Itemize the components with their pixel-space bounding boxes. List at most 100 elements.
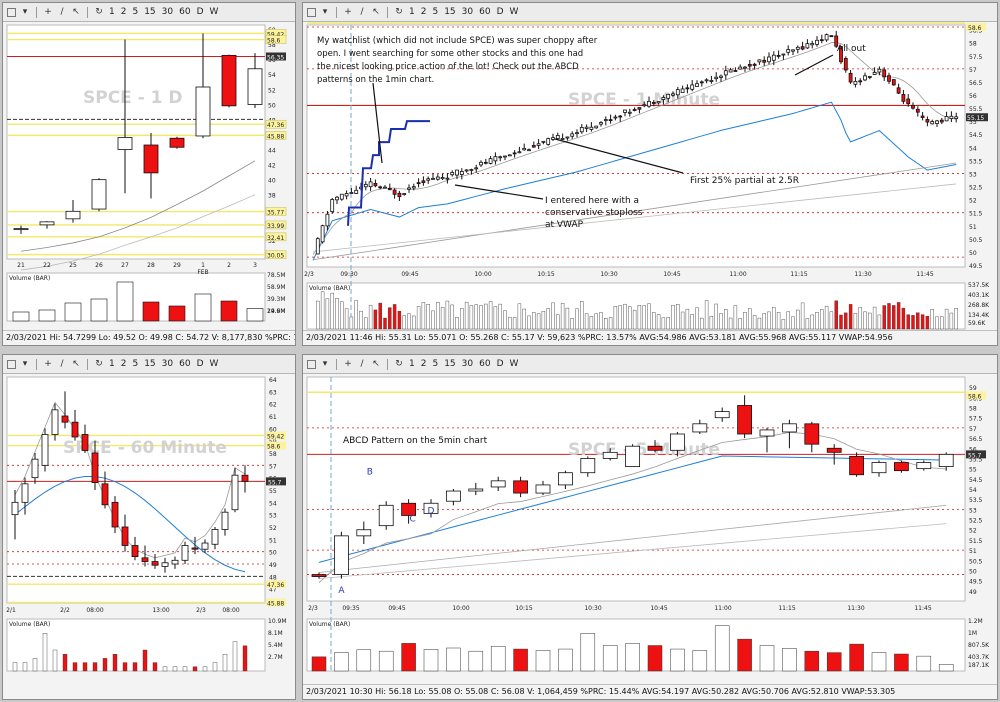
one-minute-candle xyxy=(618,115,623,118)
interval-30[interactable]: 30 xyxy=(161,7,174,17)
refresh-icon[interactable]: ↻ xyxy=(95,7,103,17)
moving-average-line xyxy=(318,523,947,580)
interval-1[interactable]: 1 xyxy=(109,7,115,17)
interval-30[interactable]: 30 xyxy=(461,359,474,369)
interval-5[interactable]: 5 xyxy=(432,7,439,17)
volume-bar xyxy=(383,317,387,330)
one-minute-candle xyxy=(695,83,699,87)
chart-toolbar: ▾ + / ↖ ↻ 1 2 5 15 30 60 D W xyxy=(3,355,295,374)
chart-menu-icon[interactable] xyxy=(307,359,316,369)
dropdown-icon[interactable]: ▾ xyxy=(322,359,328,369)
one-minute-candle xyxy=(690,84,695,90)
interval-w[interactable]: W xyxy=(509,359,519,369)
crosshair-icon[interactable]: + xyxy=(344,7,352,17)
crosshair-icon[interactable]: + xyxy=(344,359,352,369)
daily-candlestick-chart[interactable]: SPCE - 1 D605856545250484644424038363432… xyxy=(3,3,296,346)
five-minute-candle xyxy=(535,484,551,494)
interval-1[interactable]: 1 xyxy=(409,7,415,17)
one-minute-candle xyxy=(603,119,608,121)
cursor-icon[interactable]: ↖ xyxy=(372,359,380,369)
price-tick-label: 53.5 xyxy=(969,497,983,504)
chart-menu-icon[interactable] xyxy=(7,359,16,369)
sixty-minute-candle xyxy=(41,434,49,466)
interval-15[interactable]: 15 xyxy=(444,359,456,369)
interval-w[interactable]: W xyxy=(209,359,219,369)
refresh-icon[interactable]: ↻ xyxy=(395,359,403,369)
interval-2[interactable]: 2 xyxy=(120,7,127,17)
interval-60[interactable]: 60 xyxy=(479,359,491,369)
volume-bar xyxy=(242,645,248,672)
five-minute-candlestick-chart[interactable]: SPCE - 5 Minute5958.55857.55756.55655.55… xyxy=(303,355,998,700)
moving-average-line xyxy=(318,431,947,583)
interval-d[interactable]: D xyxy=(196,7,204,17)
x-tick-label: 11:00 xyxy=(714,605,731,612)
chart-menu-icon[interactable] xyxy=(7,7,16,17)
dropdown-icon[interactable]: ▾ xyxy=(322,7,328,17)
x-tick-label: 10:00 xyxy=(474,271,491,278)
interval-2[interactable]: 2 xyxy=(420,7,427,17)
interval-w[interactable]: W xyxy=(509,7,519,17)
volume-bar xyxy=(527,315,531,330)
one-minute-candle xyxy=(815,39,819,45)
x-tick-label: 28 xyxy=(147,262,155,269)
interval-30[interactable]: 30 xyxy=(161,359,174,369)
annotation-arrow xyxy=(372,82,383,164)
one-minute-candlestick-chart[interactable]: SPCE - 1 Minute58.55857.55756.55655.5555… xyxy=(303,3,998,346)
interval-60[interactable]: 60 xyxy=(179,7,191,17)
draw-line-icon[interactable]: / xyxy=(360,7,364,17)
volume-bar xyxy=(421,302,426,330)
interval-5[interactable]: 5 xyxy=(132,359,139,369)
interval-5[interactable]: 5 xyxy=(132,7,139,17)
interval-2[interactable]: 2 xyxy=(120,359,127,369)
volume-bar xyxy=(468,650,484,672)
interval-2[interactable]: 2 xyxy=(420,359,427,369)
one-minute-candle xyxy=(335,196,339,201)
last-price-box xyxy=(966,113,988,122)
cursor-icon[interactable]: ↖ xyxy=(72,7,80,17)
crosshair-icon[interactable]: + xyxy=(44,7,52,17)
draw-line-icon[interactable]: / xyxy=(360,359,364,369)
refresh-icon[interactable]: ↻ xyxy=(395,7,403,17)
interval-60[interactable]: 60 xyxy=(479,7,491,17)
interval-15[interactable]: 15 xyxy=(144,7,156,17)
x-tick-label: 3 xyxy=(253,262,257,269)
cursor-icon[interactable]: ↖ xyxy=(72,359,80,369)
price-tick-label: 54 xyxy=(969,145,977,152)
interval-w[interactable]: W xyxy=(209,7,219,17)
draw-line-icon[interactable]: / xyxy=(60,359,64,369)
interval-d[interactable]: D xyxy=(196,359,204,369)
cursor-icon[interactable]: ↖ xyxy=(372,7,380,17)
interval-5[interactable]: 5 xyxy=(432,359,439,369)
abcd-label: D xyxy=(428,506,435,516)
volume-bar xyxy=(12,311,30,322)
interval-d[interactable]: D xyxy=(496,359,504,369)
volume-bar xyxy=(340,301,344,330)
volume-bar xyxy=(625,643,640,672)
crosshair-icon[interactable]: + xyxy=(44,359,52,369)
refresh-icon[interactable]: ↻ xyxy=(95,359,103,369)
interval-60[interactable]: 60 xyxy=(179,359,191,369)
one-minute-candle xyxy=(723,70,728,76)
sixty-minute-candlestick-chart[interactable]: SPCE - 60 Minute646362616059585756555453… xyxy=(3,355,296,700)
interval-1[interactable]: 1 xyxy=(409,359,415,369)
interval-30[interactable]: 30 xyxy=(461,7,474,17)
one-minute-candle xyxy=(498,156,503,159)
interval-15[interactable]: 15 xyxy=(444,7,456,17)
one-minute-candle xyxy=(781,53,786,56)
daily-candle xyxy=(117,137,133,150)
draw-line-icon[interactable]: / xyxy=(60,7,64,17)
volume-bar xyxy=(938,664,954,672)
volume-bar xyxy=(949,312,954,330)
dropdown-icon[interactable]: ▾ xyxy=(22,7,28,17)
volume-tick-label: 268.8K xyxy=(968,302,990,309)
chart-menu-icon[interactable] xyxy=(307,7,316,17)
one-minute-candle xyxy=(877,68,882,73)
volume-bar xyxy=(738,318,742,330)
interval-1[interactable]: 1 xyxy=(109,359,115,369)
interval-15[interactable]: 15 xyxy=(144,359,156,369)
volume-bar xyxy=(192,666,198,672)
volume-tick-label: 39.3M xyxy=(267,296,286,303)
interval-d[interactable]: D xyxy=(496,7,504,17)
annotation-entry: at VWAP xyxy=(545,220,584,230)
dropdown-icon[interactable]: ▾ xyxy=(22,359,28,369)
